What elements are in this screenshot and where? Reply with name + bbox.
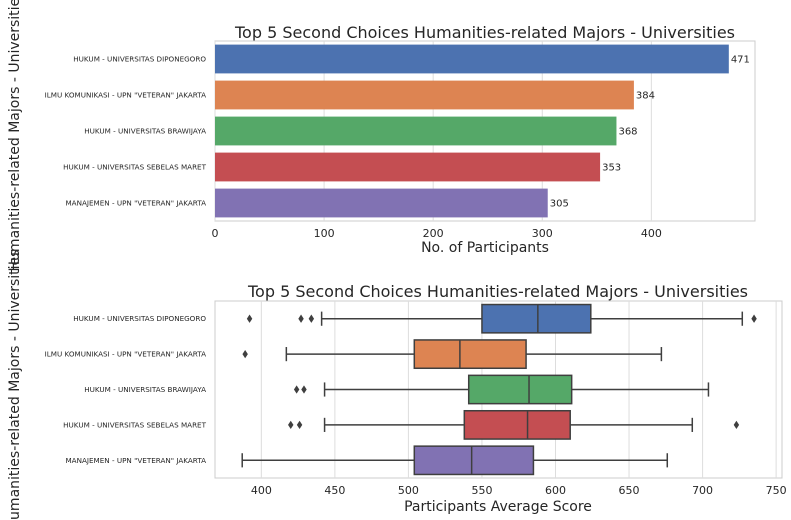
box-plot-category-labels: HUKUM - UNIVERSITAS DIPONEGORO ILMU KOMUN… <box>45 314 207 465</box>
box-outlier <box>296 420 303 430</box>
bar-chart-x-axis-label: No. of Participants <box>421 240 549 256</box>
box-plot-x-tick-label: 650 <box>619 484 640 497</box>
bar <box>215 80 634 110</box>
bar-chart-category-labels: HUKUM - UNIVERSITAS DIPONEGORO ILMU KOMUN… <box>45 55 207 208</box>
bar-data-label: 368 <box>618 127 637 138</box>
bar <box>215 188 548 218</box>
box-outlier <box>246 314 253 323</box>
box-outlier <box>298 314 304 323</box>
box-plot-x-tick-label: 550 <box>471 484 492 497</box>
bar-chart-category-label: MANAJEMEN - UPN "VETERAN" JAKARTA <box>65 199 206 208</box>
box-plot-marks <box>241 303 757 476</box>
box-plot-category-label: ILMU KOMUNIKASI - UPN "VETERAN" JAKARTA <box>45 350 206 359</box>
bar <box>215 116 617 146</box>
bar-data-label: 384 <box>636 91 655 102</box>
box-outlier <box>308 314 315 323</box>
bar-data-label: 471 <box>731 55 750 66</box>
bar <box>215 152 601 182</box>
box-plot-category-label: HUKUM - UNIVERSITAS DIPONEGORO <box>73 314 206 323</box>
box-plot-title: Top 5 Second Choices Humanities-related … <box>247 282 748 301</box>
bar-chart-category-label: HUKUM - UNIVERSITAS SEBELAS MARET <box>63 163 206 172</box>
box-outlier <box>293 385 300 394</box>
box-plot-x-tick-label: 600 <box>545 484 566 497</box>
box-plot-chart: Top 5 Second Choices Humanities-related … <box>7 250 787 520</box>
bar-chart-x-tick-label: 400 <box>641 227 662 240</box>
box-outlier <box>242 349 248 359</box>
bar-chart-category-label: HUKUM - UNIVERSITAS DIPONEGORO <box>73 55 206 64</box>
bar-chart-x-tick-label: 200 <box>423 227 444 240</box>
bar-chart-title: Top 5 Second Choices Humanities-related … <box>234 23 735 42</box>
bar-data-label: 305 <box>550 199 569 210</box>
bar-chart-category-label: ILMU KOMUNIKASI - UPN "VETERAN" JAKARTA <box>45 91 206 100</box>
box-plot-y-axis-label: Humanities-related Majors - Universities <box>7 250 23 520</box>
box-plot-category-label: HUKUM - UNIVERSITAS BRAWIJAYA <box>84 385 206 394</box>
box <box>467 374 573 405</box>
box-outlier <box>288 420 294 430</box>
box <box>413 339 527 370</box>
bar <box>215 44 729 74</box>
box-plot-x-tick-label: 750 <box>766 484 787 497</box>
bar-chart-x-tick-label: 0 <box>212 227 219 240</box>
box-plot-x-tick-label: 700 <box>692 484 713 497</box>
box <box>463 409 571 440</box>
bar-chart-x-tick-label: 100 <box>314 227 335 240</box>
box-plot-x-tick-labels: 400 450 500 550 600 650 700 750 <box>251 484 787 497</box>
box-plot-x-tick-label: 400 <box>251 484 272 497</box>
bar-chart-marks: 471 384 368 353 305 <box>215 44 750 218</box>
box-plot-x-axis-label: Participants Average Score <box>404 499 592 515</box>
box-plot-category-label: MANAJEMEN - UPN "VETERAN" JAKARTA <box>65 456 206 465</box>
bar-chart-x-tick-labels: 0 100 200 300 400 <box>212 227 662 240</box>
box <box>481 303 592 334</box>
bar-chart-y-axis-label: Humanities-related Majors - Universities <box>7 0 23 271</box>
box-plot-category-label: HUKUM - UNIVERSITAS SEBELAS MARET <box>63 420 206 429</box>
box-plot-x-tick-label: 450 <box>324 484 345 497</box>
box <box>413 445 535 476</box>
box-outlier <box>733 420 740 430</box>
box-outlier <box>751 314 757 323</box>
box-plot-x-tick-label: 500 <box>398 484 419 497</box>
bar-chart: Top 5 Second Choices Humanities-related … <box>7 0 756 271</box>
bar-chart-category-label: HUKUM - UNIVERSITAS BRAWIJAYA <box>84 127 206 136</box>
box-outlier <box>301 385 307 394</box>
bar-chart-x-tick-label: 300 <box>532 227 553 240</box>
bar-data-label: 353 <box>602 163 621 174</box>
